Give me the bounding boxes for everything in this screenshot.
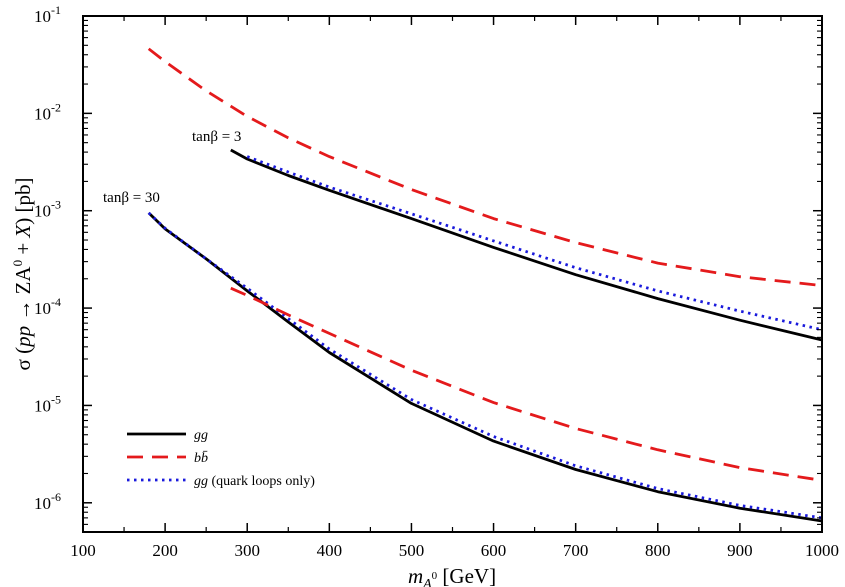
x-tick-label: 700 bbox=[563, 541, 589, 560]
y-tick-label: 10-1 bbox=[34, 3, 61, 26]
y-tick-label: 10-6 bbox=[34, 490, 61, 513]
annotation-tanb30: tanβ = 30 bbox=[103, 190, 160, 206]
plot-lines bbox=[147, 47, 823, 523]
series-line-1 bbox=[246, 155, 823, 332]
x-axis-title: mA0 [GeV] bbox=[408, 564, 496, 587]
x-tick-label: 600 bbox=[481, 541, 507, 560]
y-tick-label: 10-5 bbox=[34, 392, 61, 415]
legend-label-bb: bb̄ bbox=[194, 450, 208, 466]
series-line-5 bbox=[230, 286, 823, 482]
y-tick-label: 10-3 bbox=[34, 198, 61, 221]
y-tick-label: 10-4 bbox=[34, 295, 61, 318]
x-tick-label: 300 bbox=[234, 541, 260, 560]
plot-frame bbox=[82, 15, 823, 533]
x-tick-label: 1000 bbox=[805, 541, 839, 560]
y-tick-label: 10-2 bbox=[34, 100, 61, 123]
x-tick-label: 500 bbox=[399, 541, 425, 560]
series-line-4 bbox=[147, 211, 823, 520]
x-tick-label: 400 bbox=[317, 541, 343, 560]
x-tick-label: 200 bbox=[152, 541, 178, 560]
ticks-layer: 100 200 300 400 500 600 700 800 900 1000 10-1 10-2 1… bbox=[34, 3, 839, 560]
series-line-2 bbox=[147, 47, 823, 287]
x-tick-label: 900 bbox=[727, 541, 753, 560]
legend: gg bb̄ gg (quark loops only) bbox=[127, 428, 315, 489]
annotation-tanb3: tanβ = 3 bbox=[192, 129, 241, 145]
legend-label-gg: gg bbox=[194, 428, 208, 443]
x-tick-label: 100 bbox=[70, 541, 96, 560]
y-axis-title: σ (pp → ZA0 + X) [pb] bbox=[10, 178, 35, 371]
legend-label-gg-quark: gg (quark loops only) bbox=[194, 474, 315, 489]
series-line-0 bbox=[230, 148, 823, 342]
x-tick-label: 800 bbox=[645, 541, 671, 560]
